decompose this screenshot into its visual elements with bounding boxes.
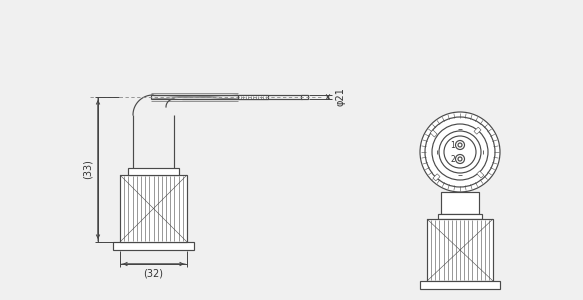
Circle shape [458,157,462,161]
Circle shape [444,136,476,168]
Bar [438,214,482,219]
Bar [441,192,479,214]
Bar [128,168,179,175]
Circle shape [455,140,465,149]
Bar [238,95,268,99]
Text: 1: 1 [451,140,455,149]
Text: (33): (33) [83,160,93,179]
Bar [474,127,481,134]
Bar [420,281,500,289]
Bar [301,95,308,99]
Text: 2: 2 [451,154,455,164]
Bar [120,175,187,242]
Text: (32): (32) [143,268,163,278]
Circle shape [420,112,500,192]
Bar [477,171,484,178]
Text: φ21: φ21 [336,88,346,106]
Bar [433,174,440,181]
Circle shape [432,124,488,180]
Circle shape [458,143,462,147]
Bar [430,130,437,137]
Circle shape [455,154,465,164]
Bar [427,219,493,281]
Circle shape [439,131,481,173]
Bar [113,242,194,250]
